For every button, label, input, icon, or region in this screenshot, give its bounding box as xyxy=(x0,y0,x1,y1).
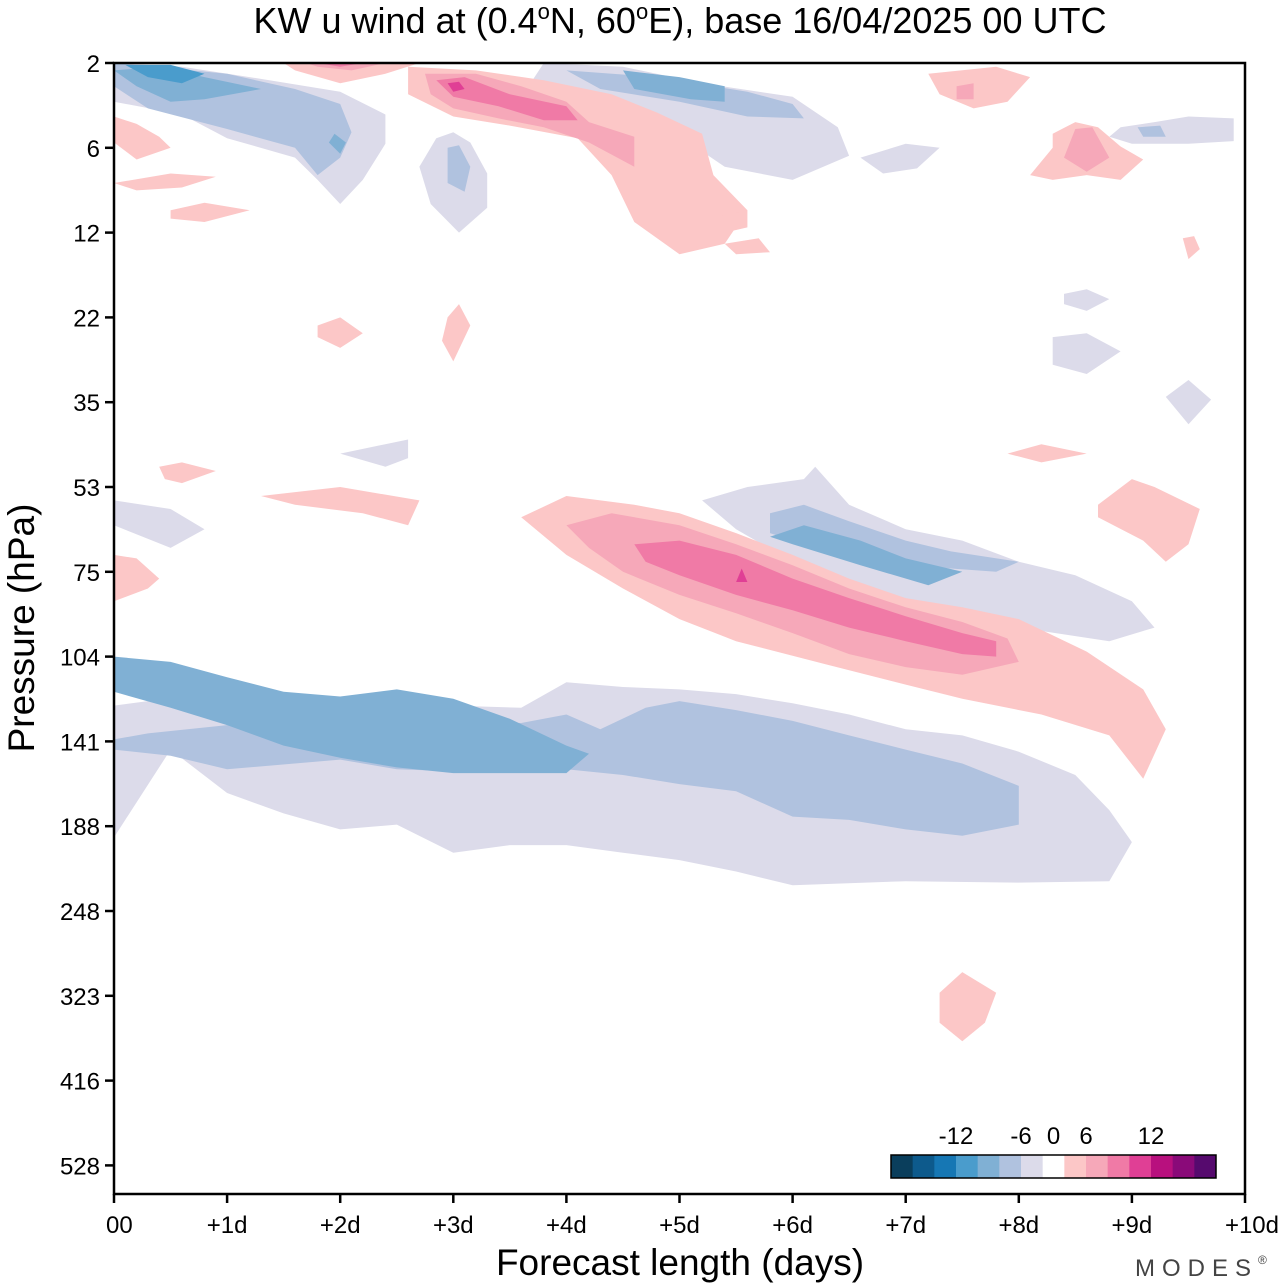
colorbar-swatch xyxy=(912,1155,935,1178)
contour-2-blob-left-75 xyxy=(114,554,160,602)
contour-8-top-center-core xyxy=(447,81,465,92)
x-tick-label: 00 xyxy=(106,1212,133,1239)
colorbar-swatch xyxy=(999,1155,1022,1178)
contour-2-blob-day5-11 xyxy=(719,210,748,233)
contour-6-top-center-blob xyxy=(436,77,578,121)
contour-2-blob-day3-22 xyxy=(442,304,471,362)
y-tick-label: 248 xyxy=(60,899,100,926)
y-tick-label: 22 xyxy=(73,305,100,332)
y-tick-label: 75 xyxy=(73,560,100,587)
contour-2-blob-day55-12 xyxy=(724,238,770,255)
contour--2-blob-mid-45 xyxy=(340,439,409,467)
y-tick-label: 323 xyxy=(60,984,100,1011)
contour--4-top-right-blob xyxy=(1137,125,1166,137)
contour-2-left-blob-10 xyxy=(170,202,250,222)
contour-8-main-core xyxy=(736,568,748,582)
contour-2-blob-day8-45 xyxy=(1007,444,1087,463)
x-tick-label: +8d xyxy=(998,1212,1039,1239)
colorbar-swatch xyxy=(1064,1155,1087,1178)
contour--6-main-lower-band xyxy=(114,656,589,774)
contour-2-left-blob-8 xyxy=(114,173,216,191)
y-tick-label: 104 xyxy=(60,645,100,672)
x-tick-label: +2d xyxy=(320,1212,361,1239)
contour-6-main-upper-band xyxy=(634,540,997,657)
colorbar-frame xyxy=(890,1154,1217,1179)
contour-4-top-left-pink xyxy=(306,63,386,71)
contour--6-top-mid-blob xyxy=(623,70,725,102)
colorbar-swatch xyxy=(1151,1155,1174,1178)
colorbar-swatch xyxy=(934,1155,957,1178)
colorbar-tick-label: 0 xyxy=(1047,1123,1060,1150)
contour-4-top-right-blob-2 xyxy=(956,83,974,100)
contour--6-upper-band-blob xyxy=(770,525,963,586)
colorbar-swatch xyxy=(1194,1155,1217,1178)
y-axis: 2 6 12 22 35 53 75 104 141 188 248 323 416 528 xyxy=(60,51,114,1180)
y-tick-label: 141 xyxy=(60,729,100,756)
colorbar-swatch xyxy=(1129,1155,1152,1178)
colorbar: -12 -6 0 6 12 xyxy=(890,1123,1217,1179)
contour-fills xyxy=(114,63,1234,1042)
contour-2-blob-day2-22 xyxy=(317,317,363,348)
x-tick-label: +9d xyxy=(1112,1212,1153,1239)
contour-2-top-right-blob-2 xyxy=(928,66,1031,109)
colorbar-swatch xyxy=(1107,1155,1130,1178)
y-tick-label: 35 xyxy=(73,390,100,417)
contour-2-blob-left-48 xyxy=(159,462,216,484)
contour--2-blob-day9-22 xyxy=(1052,333,1121,374)
colorbar-swatch xyxy=(1172,1155,1195,1178)
contour--4-upper-band xyxy=(770,504,1019,572)
contour-2-top-left-pink xyxy=(283,63,420,84)
contour--2-top-right-blob xyxy=(1109,116,1234,144)
colorbar-swatch xyxy=(891,1155,914,1178)
contour--4-top-blob-day3 xyxy=(447,145,471,192)
y-tick-label: 6 xyxy=(87,136,100,163)
contour--2-blob-day9-18 xyxy=(1064,289,1110,311)
contour--2-blob-day7-6 xyxy=(860,143,940,174)
colorbar-swatch xyxy=(1021,1155,1044,1178)
x-tick-label: +5d xyxy=(659,1212,700,1239)
colorbar-tick-label: -12 xyxy=(939,1123,974,1150)
contour-2-left-top-blob xyxy=(114,116,171,160)
x-tick-label: +1d xyxy=(207,1212,248,1239)
x-tick-label: +3d xyxy=(433,1212,474,1239)
colorbar-swatch xyxy=(1042,1155,1065,1178)
contour-2-blob-day7-323 xyxy=(939,972,997,1042)
x-tick-label: +4d xyxy=(546,1212,587,1239)
y-axis-label: Pressure (hPa) xyxy=(1,504,42,753)
y-tick-label: 528 xyxy=(60,1153,100,1180)
chart-title: KW u wind at (0.4oN, 60oE), base 16/04/2… xyxy=(254,0,1107,41)
modes-logo: MODES® xyxy=(1135,1253,1267,1282)
contour--2-blob-left-60 xyxy=(114,500,205,548)
contour-4-top-right-blob-1 xyxy=(1064,127,1110,172)
colorbar-tick-label: 6 xyxy=(1079,1123,1092,1150)
y-tick-label: 416 xyxy=(60,1069,100,1096)
colorbar-swatch xyxy=(956,1155,979,1178)
y-tick-label: 53 xyxy=(73,475,100,502)
contour-2-right-upper-blob xyxy=(1098,479,1200,562)
contour-2-blob-day95-12 xyxy=(1182,236,1200,260)
x-tick-label: +6d xyxy=(772,1212,813,1239)
y-tick-label: 2 xyxy=(87,51,100,78)
x-axis-label: Forecast length (days) xyxy=(496,1242,864,1283)
contour-2-blob-left-55 xyxy=(261,487,420,526)
colorbar-swatch xyxy=(977,1155,1000,1178)
colorbar-tick-label: -6 xyxy=(1010,1123,1031,1150)
y-tick-label: 188 xyxy=(60,814,100,841)
colorbar-swatch xyxy=(1086,1155,1109,1178)
x-axis: 00 +1d +2d +3d +4d +5d +6d +7d +8d +9d +10d xyxy=(106,1194,1279,1239)
contour--2-blob-day95-35 xyxy=(1165,380,1212,425)
y-tick-label: 12 xyxy=(73,221,100,248)
x-tick-label: +7d xyxy=(885,1212,926,1239)
contour--8-top-left-core xyxy=(125,64,205,84)
contour--2-top-mid-blob xyxy=(532,63,850,180)
contour--6-top-small-1 xyxy=(328,133,346,154)
colorbar-tick-label: 12 xyxy=(1138,1123,1165,1150)
x-tick-label: +10d xyxy=(1225,1212,1279,1239)
